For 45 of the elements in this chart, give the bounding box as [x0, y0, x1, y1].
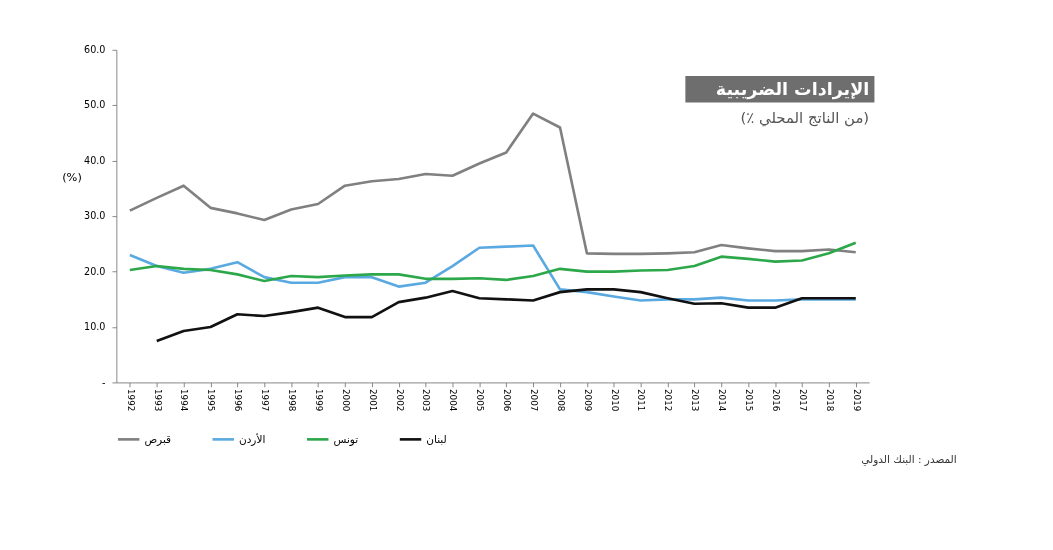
x-tick-label: 1997 [260, 389, 271, 412]
x-tick-label: 2012 [663, 389, 674, 412]
x-tick-label: 2003 [421, 389, 432, 412]
x-tick-label: 2019 [851, 389, 862, 412]
x-tick-label: 2013 [690, 389, 701, 412]
legend-label: الأردن [238, 432, 266, 446]
x-tick-label: 2007 [528, 389, 539, 412]
x-tick-label: 1995 [206, 389, 217, 412]
x-tick-label: 2008 [555, 389, 566, 412]
x-tick-label: 2009 [582, 389, 593, 412]
x-tick-label: 2001 [367, 389, 378, 412]
y-tick-label: 10.0 [84, 321, 106, 333]
y-tick-label: 60.0 [84, 43, 106, 55]
legend-label: تونس [333, 432, 359, 446]
x-tick-label: 2006 [502, 389, 513, 412]
x-tick-label: 2010 [609, 389, 620, 412]
line-series [155, 288, 858, 343]
x-tick-label: 2005 [475, 389, 486, 412]
x-tick-label: 2018 [824, 389, 835, 412]
text: المصدر : البنك الدولي [861, 453, 957, 467]
x-tick-label: 1999 [313, 389, 324, 412]
x-tick-label: 1994 [179, 389, 190, 412]
x-tick-label: 2011 [636, 389, 647, 412]
x-tick-label: 2002 [394, 389, 405, 412]
x-tick-label: 2015 [744, 389, 755, 412]
x-tick-label: 2014 [717, 389, 728, 412]
y-axis-title: (%) [62, 169, 82, 184]
x-tick-label: 2000 [340, 389, 351, 412]
line-series [128, 241, 858, 283]
y-tick-label: - [102, 376, 106, 388]
legend-label: قبرص [144, 432, 172, 446]
text: (٪ من الناتج المحلي) [740, 108, 870, 127]
y-tick-label: 50.0 [84, 99, 106, 111]
x-tick-label: 2016 [770, 389, 781, 412]
x-tick-label: 1998 [286, 389, 297, 412]
x-tick-label: 2017 [797, 389, 808, 412]
x-tick-label: 2004 [448, 389, 459, 412]
x-tick-label: 1996 [233, 389, 244, 412]
y-tick-label: 20.0 [84, 265, 106, 277]
text: الإيرادات الضريبية [715, 78, 870, 100]
x-tick-label: 1992 [125, 389, 136, 412]
x-tick-label: 1993 [152, 389, 163, 412]
y-tick-label: 40.0 [84, 154, 106, 166]
legend-label: لبنان [426, 432, 447, 445]
y-tick-label: 30.0 [84, 210, 106, 222]
